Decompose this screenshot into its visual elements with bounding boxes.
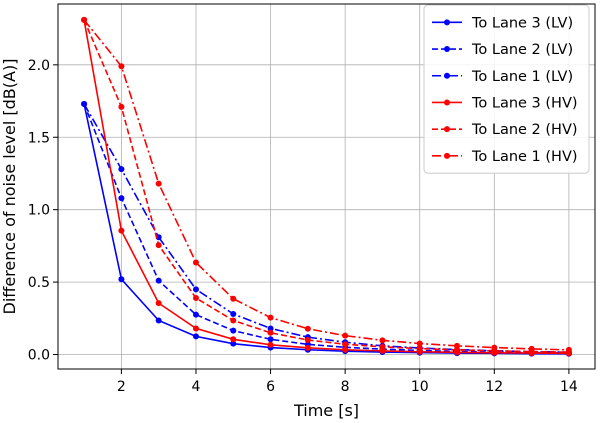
data-point <box>267 341 274 348</box>
series-layer <box>81 16 572 357</box>
data-point <box>416 345 423 352</box>
data-point <box>342 346 349 353</box>
x-tick-label: 4 <box>192 379 201 395</box>
legend-box <box>423 4 590 174</box>
data-point <box>118 166 125 173</box>
data-point <box>267 336 274 343</box>
y-tick-label: 2.0 <box>28 58 50 74</box>
data-point <box>416 340 423 347</box>
data-point <box>230 340 237 347</box>
series-line <box>83 19 569 353</box>
x-tick-label: 2 <box>117 379 126 395</box>
y-tick-label: 1.5 <box>28 130 50 146</box>
x-tick-label: 6 <box>266 379 275 395</box>
legend-item: To Lane 2 (LV) <box>432 42 573 58</box>
legend-item: To Lane 3 (LV) <box>432 15 573 31</box>
data-point <box>491 344 498 351</box>
data-point <box>192 325 199 332</box>
data-point <box>528 345 535 352</box>
data-point <box>267 329 274 336</box>
data-point <box>230 336 237 343</box>
data-point <box>192 295 199 302</box>
x-tick-label: 10 <box>411 379 429 395</box>
data-point <box>118 227 125 234</box>
legend-marker <box>444 152 450 159</box>
data-point <box>379 343 386 350</box>
data-point <box>192 333 199 340</box>
legend-marker <box>444 46 450 53</box>
data-point <box>155 242 162 249</box>
legend-label: To Lane 2 (HV) <box>471 122 578 138</box>
plot-frame <box>57 3 596 370</box>
data-point <box>118 276 125 283</box>
data-point <box>118 63 125 70</box>
data-point <box>81 16 88 23</box>
data-point <box>155 180 162 187</box>
legend-item: To Lane 1 (HV) <box>432 149 578 165</box>
data-point <box>155 234 162 241</box>
data-point <box>267 314 274 321</box>
legend-marker <box>444 72 450 79</box>
series-6 <box>81 16 572 353</box>
data-point <box>342 332 349 339</box>
data-point <box>230 310 237 317</box>
legend-marker <box>444 99 450 106</box>
legend-label: To Lane 3 (LV) <box>471 15 573 31</box>
y-tick-label: 0.5 <box>28 275 50 291</box>
data-point <box>192 311 199 318</box>
axis-ticks: 2 4 6 8 10 12 14 0.0 0.5 1.0 1.5 2.0 <box>28 58 578 395</box>
data-point <box>155 317 162 324</box>
x-tick-label: 14 <box>560 379 578 395</box>
x-tick-label: 12 <box>485 379 503 395</box>
data-point <box>118 195 125 202</box>
series-line <box>83 103 569 354</box>
y-tick-label: 0.0 <box>28 348 50 364</box>
data-point <box>155 300 162 307</box>
legend-label: To Lane 1 (HV) <box>471 149 578 165</box>
data-point <box>81 100 88 107</box>
legend-marker <box>444 126 450 133</box>
data-point <box>454 342 461 349</box>
data-point <box>118 103 125 110</box>
legend-label: To Lane 1 (LV) <box>471 69 573 85</box>
data-point <box>230 327 237 334</box>
data-point <box>192 259 199 266</box>
data-point <box>155 277 162 284</box>
series-line <box>83 103 569 353</box>
series-line <box>83 19 569 351</box>
data-point <box>230 317 237 324</box>
legend-item: To Lane 1 (LV) <box>432 69 573 85</box>
y-axis-label: Difference of noise level [dB(A)] <box>0 59 19 315</box>
data-point <box>192 286 199 293</box>
legend-item: To Lane 2 (HV) <box>432 122 578 138</box>
y-tick-label: 1.0 <box>28 203 50 219</box>
legend-label: To Lane 3 (HV) <box>471 95 578 111</box>
x-tick-label: 8 <box>341 379 350 395</box>
data-point <box>230 295 237 302</box>
legend-marker <box>444 19 450 26</box>
data-point <box>304 344 311 351</box>
data-point <box>304 325 311 332</box>
data-point <box>267 325 274 332</box>
data-point <box>565 346 572 353</box>
x-axis-label: Time [s] <box>293 401 359 420</box>
data-point <box>379 337 386 344</box>
data-point <box>342 341 349 348</box>
legend-label: To Lane 2 (LV) <box>471 42 573 58</box>
data-point <box>304 337 311 344</box>
legend-item: To Lane 3 (HV) <box>432 95 578 111</box>
series-line <box>83 19 569 355</box>
legend: To Lane 3 (LV) To Lane 2 (LV) To Lane 1 (L… <box>423 4 590 174</box>
